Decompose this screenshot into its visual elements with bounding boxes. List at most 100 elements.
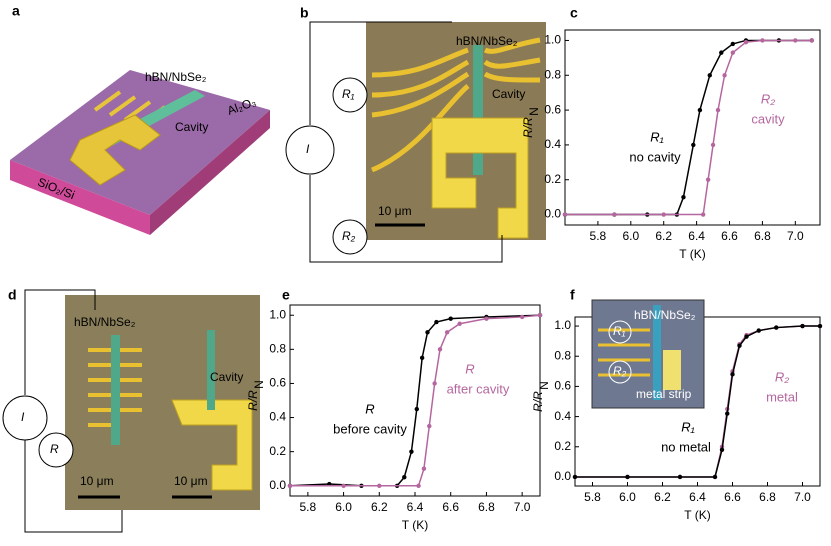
data-point [730, 50, 736, 55]
y-tick-label: 0.4 [269, 410, 286, 424]
data-point [425, 330, 430, 335]
device-schematic [10, 70, 270, 235]
cavity-label: Cavity [175, 120, 208, 134]
inset-r1: R₁ [613, 324, 626, 338]
data-point [800, 323, 805, 329]
inset-r2: R₂ [613, 364, 627, 378]
x-tick-label: 6.0 [619, 490, 636, 504]
data-point [537, 313, 543, 318]
x-tick-label: 5.8 [300, 500, 317, 514]
panel-label: a [12, 3, 20, 19]
data-point [661, 212, 666, 217]
inset-strip: metal strip [636, 387, 692, 401]
data-point [730, 41, 736, 47]
data-point [377, 483, 382, 488]
cavity-label: Cavity [492, 87, 525, 101]
x-axis-label: T (K) [402, 518, 428, 532]
data-point [691, 142, 696, 148]
current-label: I [306, 142, 310, 156]
y-axis-label-sub: N [537, 381, 551, 390]
x-tick-label: 6.6 [724, 490, 741, 504]
series-name: R₁ [681, 419, 695, 434]
data-point [287, 483, 293, 488]
data-point [743, 39, 749, 45]
x-tick-label: 6.2 [371, 500, 388, 514]
data-point [719, 447, 725, 452]
data-point [705, 177, 711, 182]
data-point [612, 212, 617, 217]
data-point [793, 38, 798, 43]
inset-material: hBN/NbSe₂ [634, 308, 696, 322]
series-name: R [365, 401, 374, 416]
material-label: hBN/NbSe₂ [145, 70, 207, 84]
panel-label: d [8, 287, 17, 303]
current-label: I [21, 410, 25, 424]
y-axis-label-sub: N [252, 380, 266, 389]
panel-label: b [300, 5, 309, 21]
r1-label: R₁ [342, 87, 355, 101]
micrograph-b [366, 22, 546, 240]
data-point [722, 73, 727, 78]
data-point [414, 406, 419, 412]
y-axis-label-sub: N [527, 107, 541, 116]
series-description: before cavity [333, 421, 407, 436]
x-tick-label: 6.8 [754, 229, 771, 243]
data-point [562, 212, 568, 217]
x-tick-label: 5.8 [584, 490, 601, 504]
data-point [519, 314, 525, 320]
y-tick-label: 1.0 [544, 33, 561, 47]
data-point [416, 483, 421, 488]
data-point [681, 194, 686, 200]
y-axis-label: R/R [531, 391, 545, 412]
panel-label: f [570, 287, 575, 303]
x-tick-label: 6.6 [442, 500, 459, 514]
x-tick-label: 6.0 [335, 500, 352, 514]
material-label: hBN/NbSe₂ [456, 34, 518, 48]
data-point [421, 466, 427, 471]
r2-label: R₂ [342, 229, 356, 243]
series-description: no cavity [629, 149, 681, 164]
x-tick-label: 6.8 [759, 490, 776, 504]
circuit-b [285, 21, 503, 263]
data-point [402, 475, 407, 480]
plot-frame [564, 29, 821, 226]
plot-frame [289, 304, 541, 497]
series-name: R₂ [775, 369, 789, 384]
y-tick-label: 0.8 [269, 342, 286, 356]
data-point [719, 50, 724, 55]
y-axis-label: R/R [521, 117, 535, 138]
scale-label: 10 μm [174, 474, 208, 488]
cavity-label: Cavity [210, 370, 243, 384]
series-line [289, 314, 541, 487]
y-tick-label: 0.4 [554, 409, 571, 423]
series-description: metal [766, 389, 798, 404]
series-name: R₁ [650, 129, 664, 144]
panel-label: c [570, 5, 578, 21]
data-point [707, 73, 712, 78]
series-line [290, 314, 541, 487]
y-tick-label: 0.2 [554, 439, 571, 453]
x-axis-label: T (K) [679, 247, 705, 261]
x-tick-label: 7.0 [787, 229, 804, 243]
x-tick-label: 6.4 [688, 229, 705, 243]
scale-label: 10 μm [80, 474, 114, 488]
y-axis-label: R/R [246, 390, 260, 411]
data-point [710, 142, 716, 148]
data-point [774, 325, 779, 330]
data-point [484, 316, 489, 321]
series-name: R [465, 361, 474, 376]
series-name: R₂ [761, 91, 775, 106]
y-tick-label: 0.8 [544, 67, 561, 81]
y-tick-label: 1.0 [554, 318, 571, 332]
y-tick-label: 0.6 [269, 376, 286, 390]
data-point [744, 334, 749, 339]
data-point [572, 474, 578, 480]
y-tick-label: 0.0 [554, 469, 571, 483]
data-point [737, 343, 742, 348]
data-point [677, 474, 683, 480]
series-line [565, 39, 812, 216]
series-description: after cavity [447, 381, 510, 396]
x-tick-label: 6.0 [622, 229, 639, 243]
y-tick-label: 0.2 [544, 172, 561, 186]
